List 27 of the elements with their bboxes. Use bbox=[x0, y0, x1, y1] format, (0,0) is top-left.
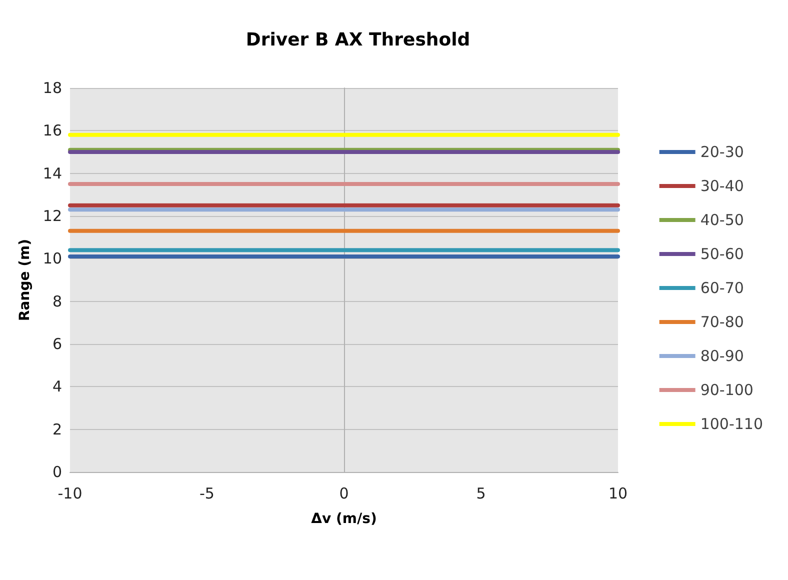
legend-label: 40-50 bbox=[700, 211, 744, 229]
y-tick-label: 8 bbox=[52, 292, 62, 310]
legend-label: 20-30 bbox=[700, 143, 744, 161]
legend-label: 30-40 bbox=[700, 177, 744, 195]
y-tick-label: 12 bbox=[42, 207, 62, 225]
y-tick-label: 16 bbox=[42, 122, 62, 140]
legend-label: 60-70 bbox=[700, 279, 744, 297]
x-tick-label: -5 bbox=[200, 484, 214, 502]
x-axis-title: Δv (m/s) bbox=[311, 511, 377, 527]
x-tick-label: -10 bbox=[58, 484, 82, 502]
legend-label: 70-80 bbox=[700, 313, 744, 331]
y-axis-title: Range (m) bbox=[17, 239, 34, 321]
y-tick-label: 4 bbox=[52, 378, 62, 396]
y-tick-label: 2 bbox=[52, 420, 62, 438]
x-tick-label: 0 bbox=[339, 484, 349, 502]
y-tick-label: 14 bbox=[42, 164, 62, 182]
x-tick-label: 10 bbox=[608, 484, 628, 502]
legend-label: 90-100 bbox=[700, 381, 754, 399]
legend-label: 50-60 bbox=[700, 245, 744, 263]
x-tick-label: 5 bbox=[476, 484, 486, 502]
y-tick-label: 18 bbox=[42, 79, 62, 97]
y-tick-label: 6 bbox=[52, 335, 62, 353]
y-tick-label: 10 bbox=[42, 250, 62, 268]
chart-title: Driver B AX Threshold bbox=[246, 30, 470, 50]
legend-label: 100-110 bbox=[700, 415, 764, 433]
legend-label: 80-90 bbox=[700, 347, 744, 365]
y-tick-label: 0 bbox=[52, 463, 62, 481]
